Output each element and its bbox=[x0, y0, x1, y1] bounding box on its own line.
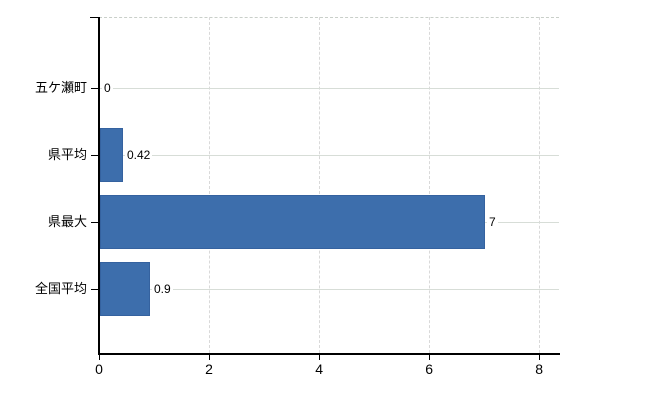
x-tick-label: 2 bbox=[205, 361, 213, 377]
category-tick bbox=[91, 222, 99, 223]
x-tick-label: 8 bbox=[535, 361, 544, 377]
category-tick bbox=[91, 88, 99, 89]
bar-value-label: 0 bbox=[102, 81, 113, 95]
category-label: 県平均 bbox=[47, 147, 87, 162]
x-tick bbox=[429, 355, 431, 360]
category-tick bbox=[91, 289, 99, 290]
gridline-vertical bbox=[429, 17, 431, 353]
category-tick bbox=[91, 155, 99, 156]
gridline-vertical bbox=[319, 17, 321, 353]
x-tick bbox=[209, 355, 211, 360]
category-label: 県最大 bbox=[47, 214, 87, 229]
plot-top-border bbox=[99, 17, 559, 18]
x-tick-label: 0 bbox=[95, 361, 103, 377]
bar bbox=[100, 195, 485, 249]
x-axis bbox=[98, 353, 560, 355]
x-tick-label: 4 bbox=[315, 361, 323, 377]
x-tick bbox=[99, 355, 100, 360]
gridline-horizontal bbox=[99, 155, 559, 156]
x-tick-label: 6 bbox=[425, 361, 434, 377]
gridline-vertical bbox=[539, 17, 541, 353]
category-label: 全国平均 bbox=[34, 281, 87, 296]
y-axis bbox=[98, 17, 100, 354]
x-tick bbox=[539, 355, 541, 360]
bar-value-label: 7 bbox=[487, 215, 498, 229]
y-axis-end-tick bbox=[90, 17, 99, 18]
x-tick bbox=[319, 355, 321, 360]
gridline-horizontal bbox=[99, 289, 559, 290]
bar-value-label: 0.42 bbox=[125, 148, 153, 162]
bar bbox=[100, 262, 150, 316]
gridline-vertical bbox=[209, 17, 211, 353]
bar bbox=[100, 128, 123, 182]
gridline-horizontal bbox=[99, 88, 559, 89]
category-label: 五ケ瀬町 bbox=[34, 80, 87, 95]
bar-value-label: 0.9 bbox=[152, 282, 173, 296]
